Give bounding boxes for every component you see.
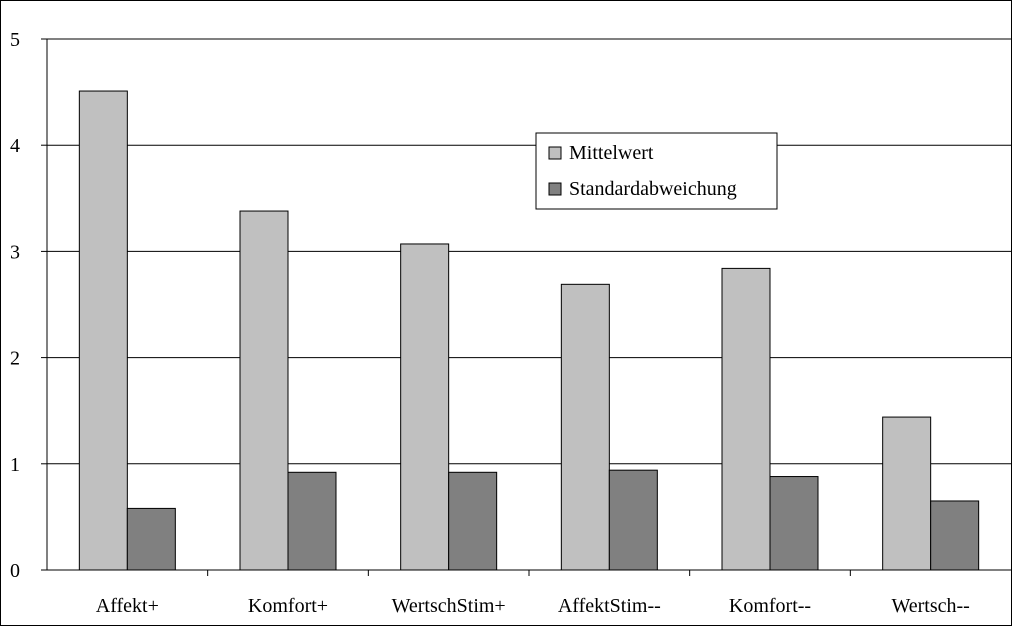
bar-standardabweichung-affekt-plus <box>126 507 176 571</box>
x-tick-label: Komfort+ <box>248 595 328 617</box>
x-tick-label: WertschStim+ <box>392 595 506 617</box>
legend-swatch-standardabweichung <box>548 182 562 196</box>
legend: Mittelwert Standardabweichung <box>535 132 778 210</box>
bar-mittelwert-komfort-minus <box>721 267 771 571</box>
bar-standardabweichung-affektstim-minus <box>608 469 658 571</box>
bar-standardabweichung-wertsch-minus <box>930 500 980 571</box>
legend-swatch-mittelwert <box>548 146 562 160</box>
x-tick-label: Wertsch-- <box>891 595 969 617</box>
x-tick-label: AffektStim-- <box>558 595 661 617</box>
bars <box>78 90 980 571</box>
legend-box <box>535 132 778 210</box>
bar-mittelwert-wertschstim-plus <box>400 243 450 571</box>
legend-label-mittelwert: Mittelwert <box>569 142 654 164</box>
legend-label-standardabweichung: Standardabweichung <box>569 178 737 200</box>
bar-mittelwert-komfort-plus <box>239 210 289 571</box>
x-tick-labels: Affekt+ Komfort+ WertschStim+ AffektStim-- K… <box>96 570 970 617</box>
gridlines <box>47 38 1011 465</box>
x-tick-label: Komfort-- <box>729 595 811 617</box>
bar-mittelwert-affektstim-minus <box>560 283 610 571</box>
y-tick-label: 4 <box>10 135 20 157</box>
axes <box>46 39 1011 571</box>
y-tick-label: 5 <box>10 29 20 51</box>
y-tick-label: 2 <box>10 348 20 370</box>
bar-standardabweichung-komfort-minus <box>769 476 819 571</box>
y-tick-label: 3 <box>10 241 20 263</box>
y-tick-label: 0 <box>10 560 20 582</box>
x-tick-label: Affekt+ <box>96 595 159 617</box>
bar-standardabweichung-wertschstim-plus <box>448 471 498 571</box>
bar-mittelwert-wertsch-minus <box>882 416 932 571</box>
bar-standardabweichung-komfort-plus <box>287 471 337 571</box>
y-tick-label: 1 <box>10 454 20 476</box>
bar-mittelwert-affekt-plus <box>78 90 128 571</box>
y-tick-labels: 0 1 2 3 4 5 <box>10 29 47 582</box>
